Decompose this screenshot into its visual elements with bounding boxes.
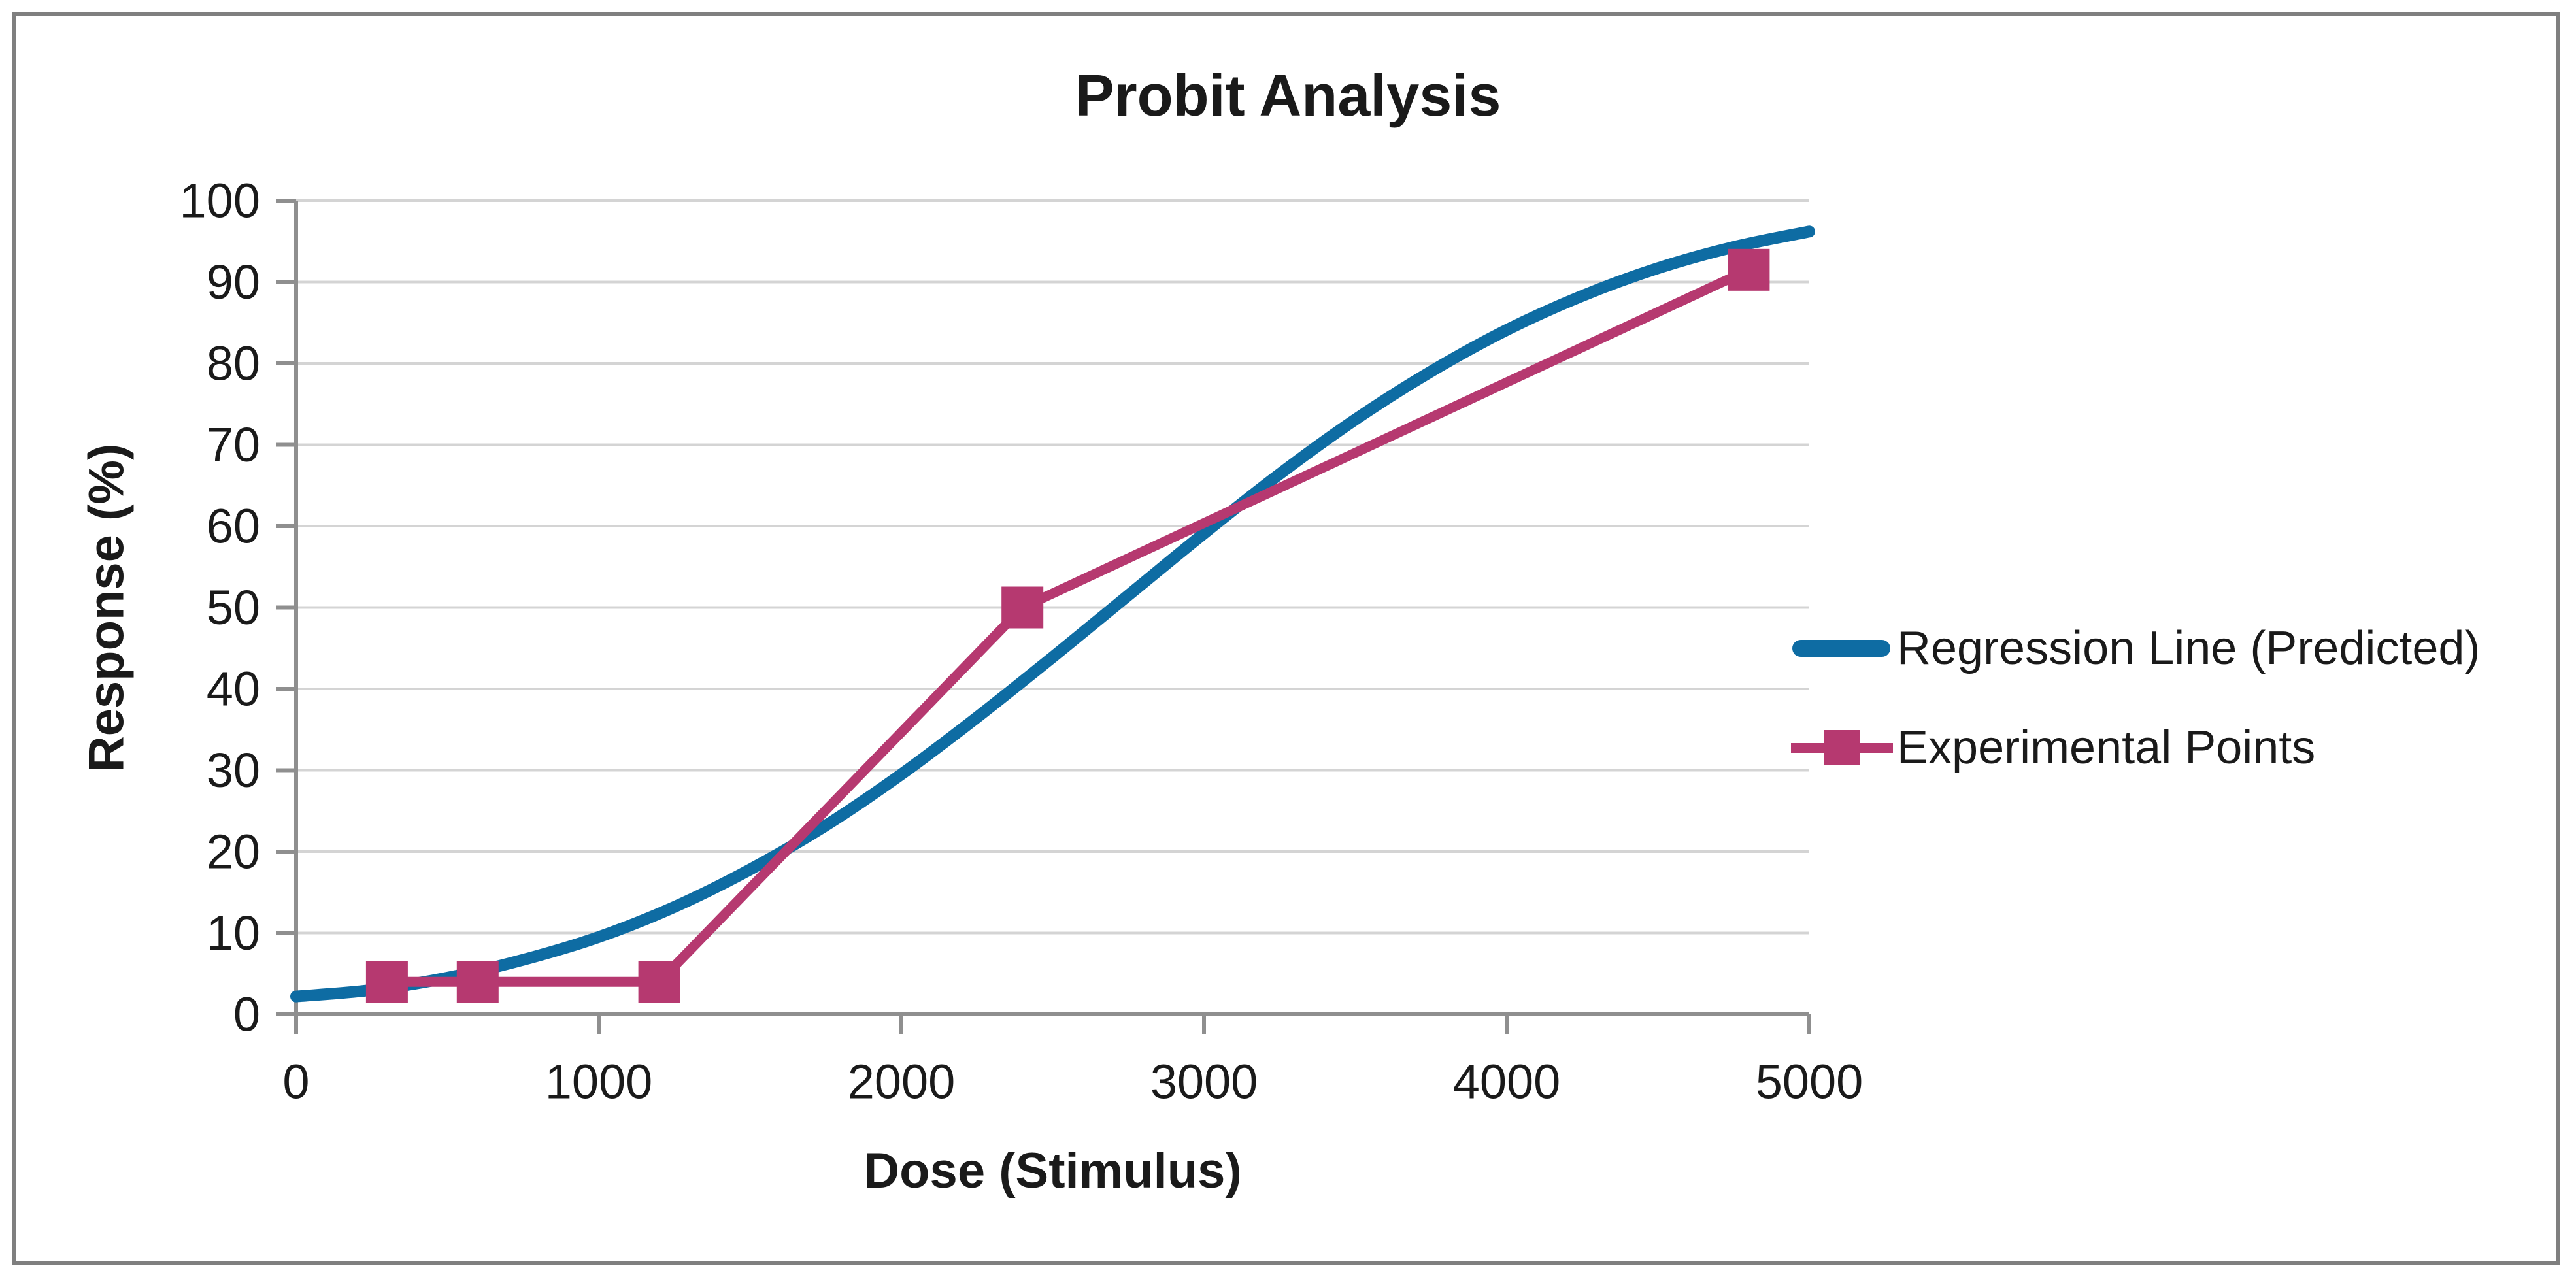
regression-line-swatch-icon <box>1791 620 1894 677</box>
x-tick-label-2000: 2000 <box>848 1055 956 1109</box>
y-tick-label-50: 50 <box>207 580 260 635</box>
regression-line <box>290 225 1815 1003</box>
x-tick-label-1000: 1000 <box>545 1055 653 1109</box>
y-tick-label-10: 10 <box>207 906 260 960</box>
y-tick-label-30: 30 <box>207 743 260 797</box>
y-axis-title-text: Response (%) <box>78 443 135 773</box>
y-tick-label-0: 0 <box>233 988 260 1042</box>
y-tick-label-100: 100 <box>180 174 260 228</box>
x-tick-label-3000: 3000 <box>1150 1055 1258 1109</box>
legend: Regression Line (Predicted) Experimental… <box>1791 620 2562 818</box>
chart-title: Probit Analysis <box>1075 63 1501 129</box>
legend-label-experimental: Experimental Points <box>1897 722 2316 774</box>
x-axis-title: Dose (Stimulus) <box>863 1143 1242 1199</box>
chart-border-frame <box>12 12 2560 1265</box>
legend-label-regression: Regression Line (Predicted) <box>1897 622 2481 674</box>
y-tick-label-70: 70 <box>207 418 260 472</box>
experimental-marker-4 <box>1728 248 1770 291</box>
experimental-marker-2 <box>638 961 680 1003</box>
y-tick-label-90: 90 <box>207 255 260 309</box>
y-tick-label-80: 80 <box>207 337 260 391</box>
x-tick-label-4000: 4000 <box>1453 1055 1561 1109</box>
y-tick-label-60: 60 <box>207 499 260 554</box>
experimental-marker-1 <box>456 961 499 1003</box>
experimental-line <box>386 265 1751 987</box>
legend-item-experimental: Experimental Points <box>1791 719 2562 776</box>
legend-item-regression: Regression Line (Predicted) <box>1791 620 2562 677</box>
experimental-marker-0 <box>365 961 408 1003</box>
experimental-marker-3 <box>1001 586 1044 629</box>
y-tick-label-20: 20 <box>207 825 260 879</box>
y-tick-label-40: 40 <box>207 662 260 716</box>
experimental-points-swatch-icon <box>1791 719 1894 776</box>
x-tick-label-0: 0 <box>282 1055 309 1109</box>
x-tick-label-5000: 5000 <box>1756 1055 1864 1109</box>
